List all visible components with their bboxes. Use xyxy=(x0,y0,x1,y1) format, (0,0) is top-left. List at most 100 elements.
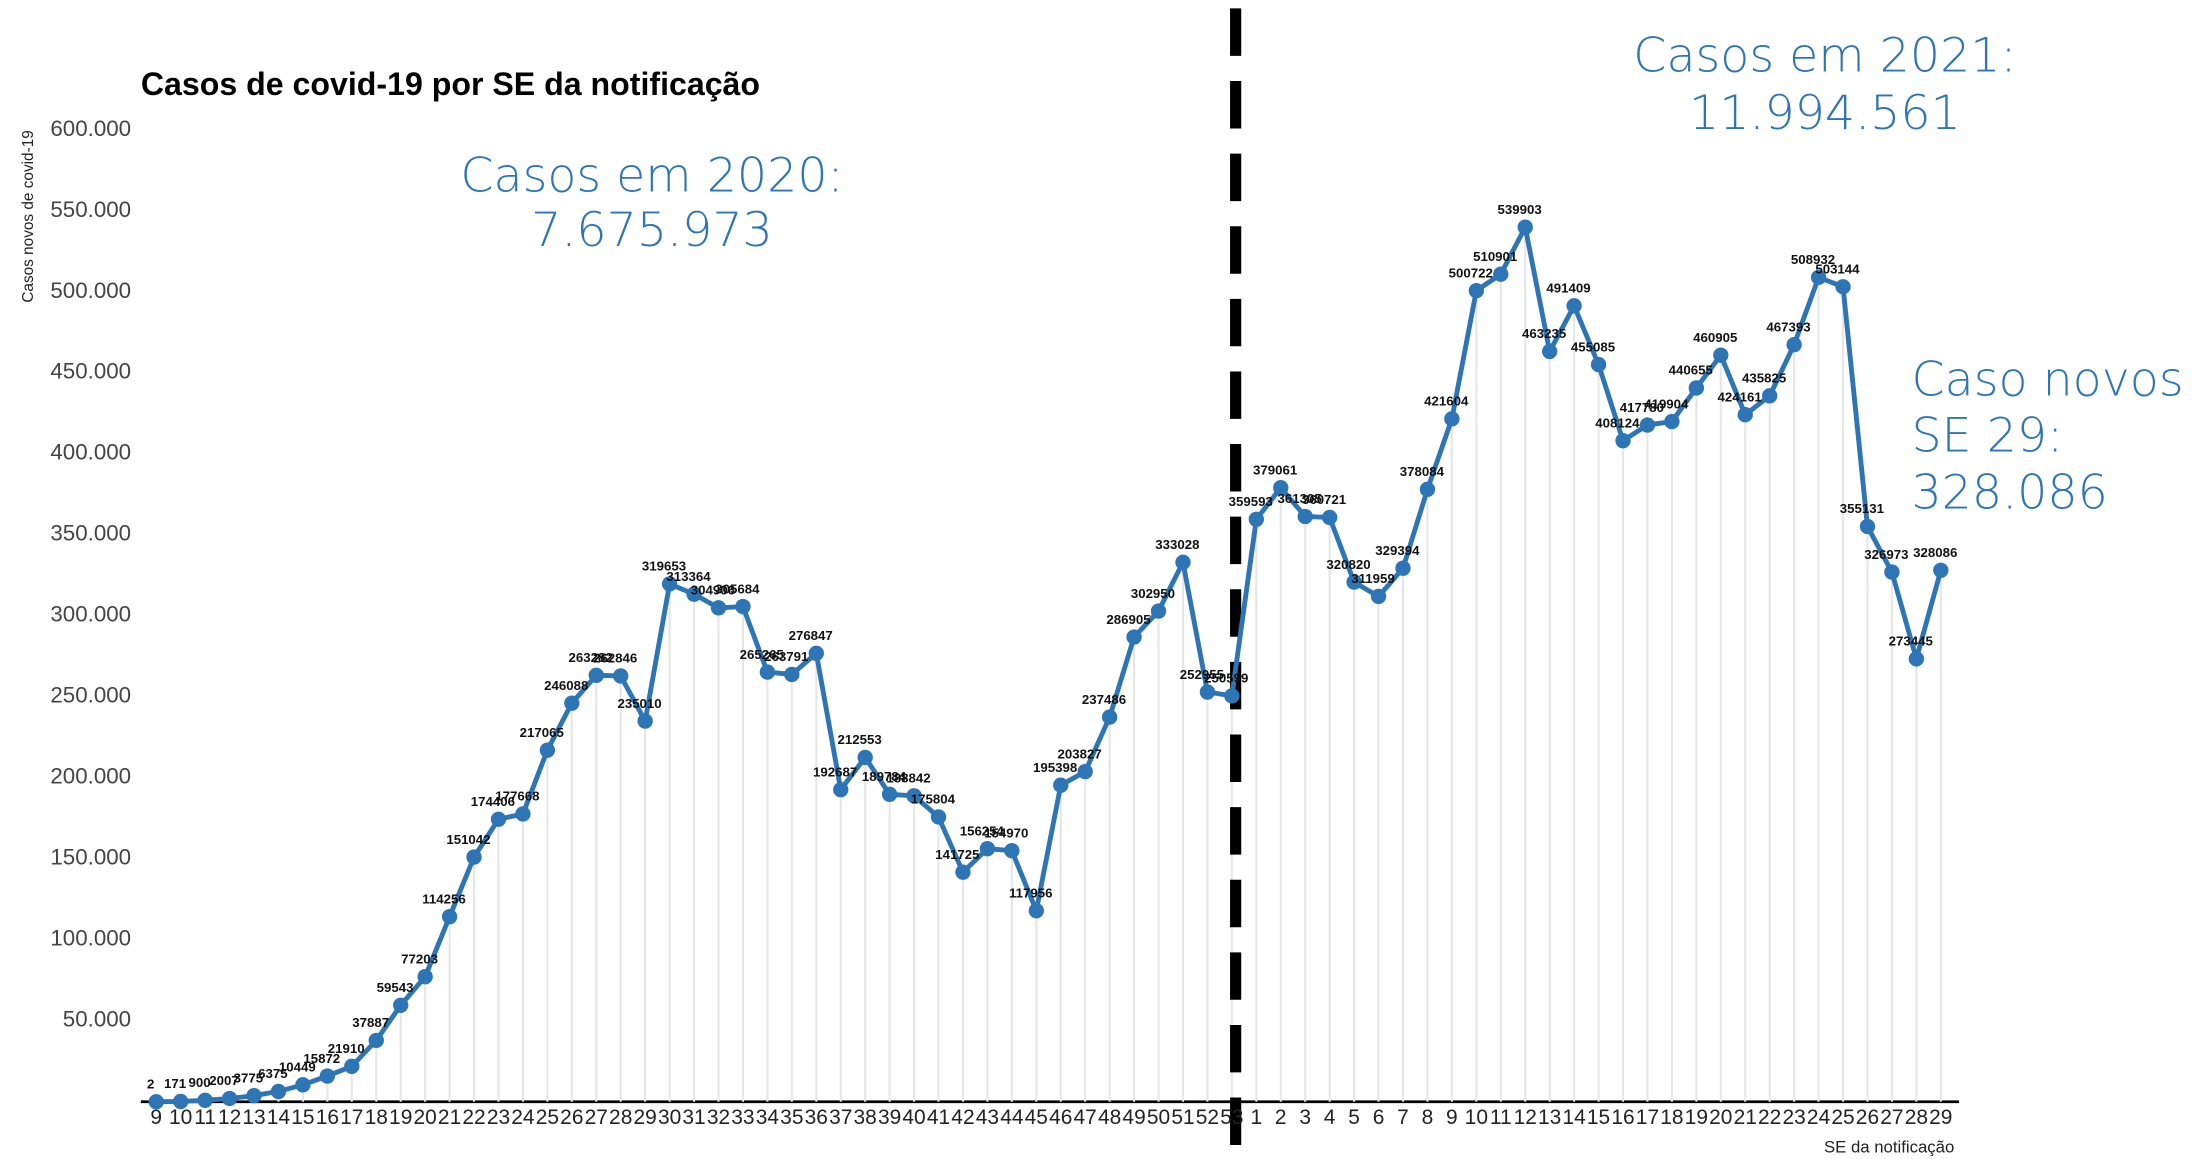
data-label: 333028 xyxy=(1155,537,1199,552)
point xyxy=(1321,509,1338,526)
data-label: 21910 xyxy=(328,1041,365,1056)
y-tick-label: 100.000 xyxy=(50,926,131,951)
data-label: 156254 xyxy=(960,823,1005,838)
point xyxy=(857,749,873,766)
data-label: 539903 xyxy=(1498,202,1542,217)
annotation: 11.994.561 xyxy=(1689,86,1961,141)
data-label: 171 xyxy=(164,1076,186,1091)
x-tick-label: 9 xyxy=(150,1106,162,1129)
x-tick-label: 35 xyxy=(780,1106,803,1129)
x-tick-label: 10 xyxy=(169,1106,192,1129)
data-label: 177668 xyxy=(495,789,539,804)
data-label: 305684 xyxy=(715,581,760,596)
point xyxy=(1517,219,1533,235)
point xyxy=(172,1093,189,1110)
point xyxy=(906,788,922,804)
x-tick-label: 13 xyxy=(242,1106,265,1129)
x-tick-label: 30 xyxy=(658,1106,681,1129)
x-tick-label: 29 xyxy=(1929,1106,1952,1129)
data-label: 417780 xyxy=(1620,400,1664,415)
x-tick-label: 1 xyxy=(1250,1106,1262,1129)
x-tick-label: 26 xyxy=(560,1106,583,1129)
y-tick-label: 400.000 xyxy=(50,440,131,465)
annotation: Caso novos xyxy=(1911,353,2183,408)
x-tick-label: 19 xyxy=(389,1106,412,1129)
point xyxy=(1933,562,1949,578)
point xyxy=(490,811,507,827)
point xyxy=(808,645,824,661)
annotation: Casos em 2020: xyxy=(460,149,843,204)
x-tick-label: 24 xyxy=(1807,1106,1831,1129)
x-tick-label: 27 xyxy=(1880,1106,1903,1129)
point xyxy=(1664,413,1680,430)
data-label: 313364 xyxy=(666,569,711,584)
data-label: 217065 xyxy=(520,725,564,740)
point xyxy=(1737,407,1753,423)
point xyxy=(564,695,580,711)
point xyxy=(833,781,849,798)
x-tick-label: 6 xyxy=(1373,1106,1385,1129)
data-label: 151042 xyxy=(446,832,490,847)
x-tick-label: 45 xyxy=(1025,1106,1048,1129)
point xyxy=(1101,709,1118,725)
x-tick-label: 17 xyxy=(340,1106,363,1129)
data-label: 195398 xyxy=(1033,760,1077,775)
point xyxy=(1297,508,1313,525)
x-tick-label: 37 xyxy=(829,1106,852,1129)
point xyxy=(613,668,629,684)
y-tick-label: 350.000 xyxy=(50,521,131,546)
x-tick-label: 41 xyxy=(927,1106,950,1129)
data-label: 212553 xyxy=(837,732,881,747)
data-label: 491409 xyxy=(1546,281,1590,296)
point xyxy=(735,598,751,615)
x-tick-label: 22 xyxy=(1758,1106,1781,1129)
y-tick-label: 150.000 xyxy=(50,845,131,870)
x-tick-label: 21 xyxy=(1734,1106,1757,1129)
data-label: 246088 xyxy=(544,678,588,693)
x-tick-label: 40 xyxy=(902,1106,925,1129)
y-tick-label: 300.000 xyxy=(50,602,131,627)
point xyxy=(759,664,776,680)
data-label: 379061 xyxy=(1253,462,1297,477)
data-label: 263791 xyxy=(764,649,808,664)
point xyxy=(930,809,947,825)
data-label: 355131 xyxy=(1840,501,1884,516)
x-tick-label: 10 xyxy=(1465,1106,1488,1129)
x-tick-label: 5 xyxy=(1348,1106,1360,1129)
data-label: 419904 xyxy=(1644,396,1689,411)
point xyxy=(148,1094,164,1110)
point xyxy=(1150,603,1167,619)
data-label: 262846 xyxy=(593,651,637,666)
point xyxy=(1199,684,1216,700)
point xyxy=(1615,432,1631,449)
data-label: 408124 xyxy=(1595,415,1640,430)
x-tick-label: 14 xyxy=(1562,1106,1586,1129)
data-label: 500722 xyxy=(1449,265,1493,280)
data-label: 250599 xyxy=(1204,671,1248,686)
point xyxy=(1028,903,1044,919)
point xyxy=(1077,763,1093,780)
x-tick-label: 48 xyxy=(1098,1106,1121,1129)
point xyxy=(466,849,482,865)
x-tick-label: 18 xyxy=(365,1106,388,1129)
x-tick-label: 46 xyxy=(1049,1106,1072,1129)
point xyxy=(221,1090,238,1107)
point xyxy=(1053,777,1069,793)
data-label: 263282 xyxy=(569,650,613,665)
data-label: 276847 xyxy=(789,628,833,643)
x-tick-label: 3 xyxy=(1299,1106,1311,1129)
x-tick-label: 33 xyxy=(731,1106,754,1129)
point xyxy=(710,600,727,616)
x-tick-label: 24 xyxy=(511,1106,535,1129)
data-label: 188842 xyxy=(886,771,930,786)
x-tick-label: 9 xyxy=(1446,1106,1458,1129)
point xyxy=(1786,336,1802,353)
point xyxy=(515,806,531,822)
point xyxy=(1370,588,1387,605)
data-label: 302950 xyxy=(1131,586,1175,601)
x-tick-label: 7 xyxy=(1397,1106,1409,1129)
data-label: 463235 xyxy=(1522,326,1566,341)
point xyxy=(1688,380,1705,396)
point xyxy=(1590,356,1607,373)
